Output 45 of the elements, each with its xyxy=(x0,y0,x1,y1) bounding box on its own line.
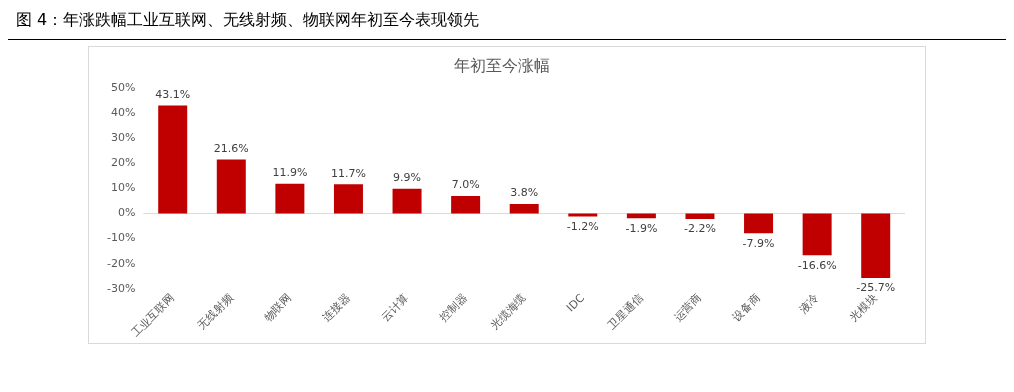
data-label: -1.2% xyxy=(566,219,599,233)
data-label: 43.1% xyxy=(155,87,191,101)
data-label: 9.9% xyxy=(393,171,422,185)
x-tick-label: 连接器 xyxy=(320,291,353,324)
chart-subtitle: 年初至今涨幅 xyxy=(454,55,550,75)
bar xyxy=(568,213,598,217)
x-tick-label: 控制器 xyxy=(437,291,470,324)
data-label: -7.9% xyxy=(742,236,775,250)
bar xyxy=(861,213,891,278)
data-label: 7.0% xyxy=(451,178,480,192)
bar xyxy=(216,159,246,214)
data-label: -16.6% xyxy=(797,258,837,272)
bar xyxy=(802,213,832,256)
y-tick-label: -20% xyxy=(107,256,136,270)
y-tick-label: 20% xyxy=(110,156,136,170)
bar xyxy=(451,196,481,214)
bar xyxy=(275,183,305,214)
bar xyxy=(685,213,715,220)
x-tick-label: 无线射频 xyxy=(195,291,236,332)
data-label: -1.9% xyxy=(625,221,658,235)
bar xyxy=(333,184,363,214)
x-tick-label: 卫星通信 xyxy=(605,291,646,332)
data-label: 11.7% xyxy=(330,166,366,180)
data-label: -2.2% xyxy=(684,222,716,236)
chart-title: 图 4：年涨跌幅工业互联网、无线射频、物联网年初至今表现领先 xyxy=(8,8,1006,40)
bar xyxy=(392,188,422,214)
data-label: 3.8% xyxy=(510,186,539,200)
bar xyxy=(158,105,188,214)
x-tick-label: IDC xyxy=(564,291,588,315)
data-label: 21.6% xyxy=(213,141,249,155)
x-tick-label: 液冷 xyxy=(796,291,822,317)
x-tick-label: 物联网 xyxy=(261,291,295,324)
x-tick-label: 光缆海缆 xyxy=(488,291,529,332)
x-tick-label: 云计算 xyxy=(378,291,412,324)
y-tick-label: -10% xyxy=(107,231,136,245)
y-tick-label: 50% xyxy=(110,81,136,95)
y-tick-label: 30% xyxy=(110,131,136,145)
data-label: 11.9% xyxy=(272,166,308,180)
y-tick-label: 10% xyxy=(110,181,136,195)
bar xyxy=(509,204,539,214)
y-tick-label: 0% xyxy=(117,206,136,220)
x-tick-label: 设备商 xyxy=(730,291,763,324)
y-tick-label: 40% xyxy=(110,106,136,120)
x-tick-label: 运营商 xyxy=(671,291,705,324)
bar xyxy=(744,213,774,234)
